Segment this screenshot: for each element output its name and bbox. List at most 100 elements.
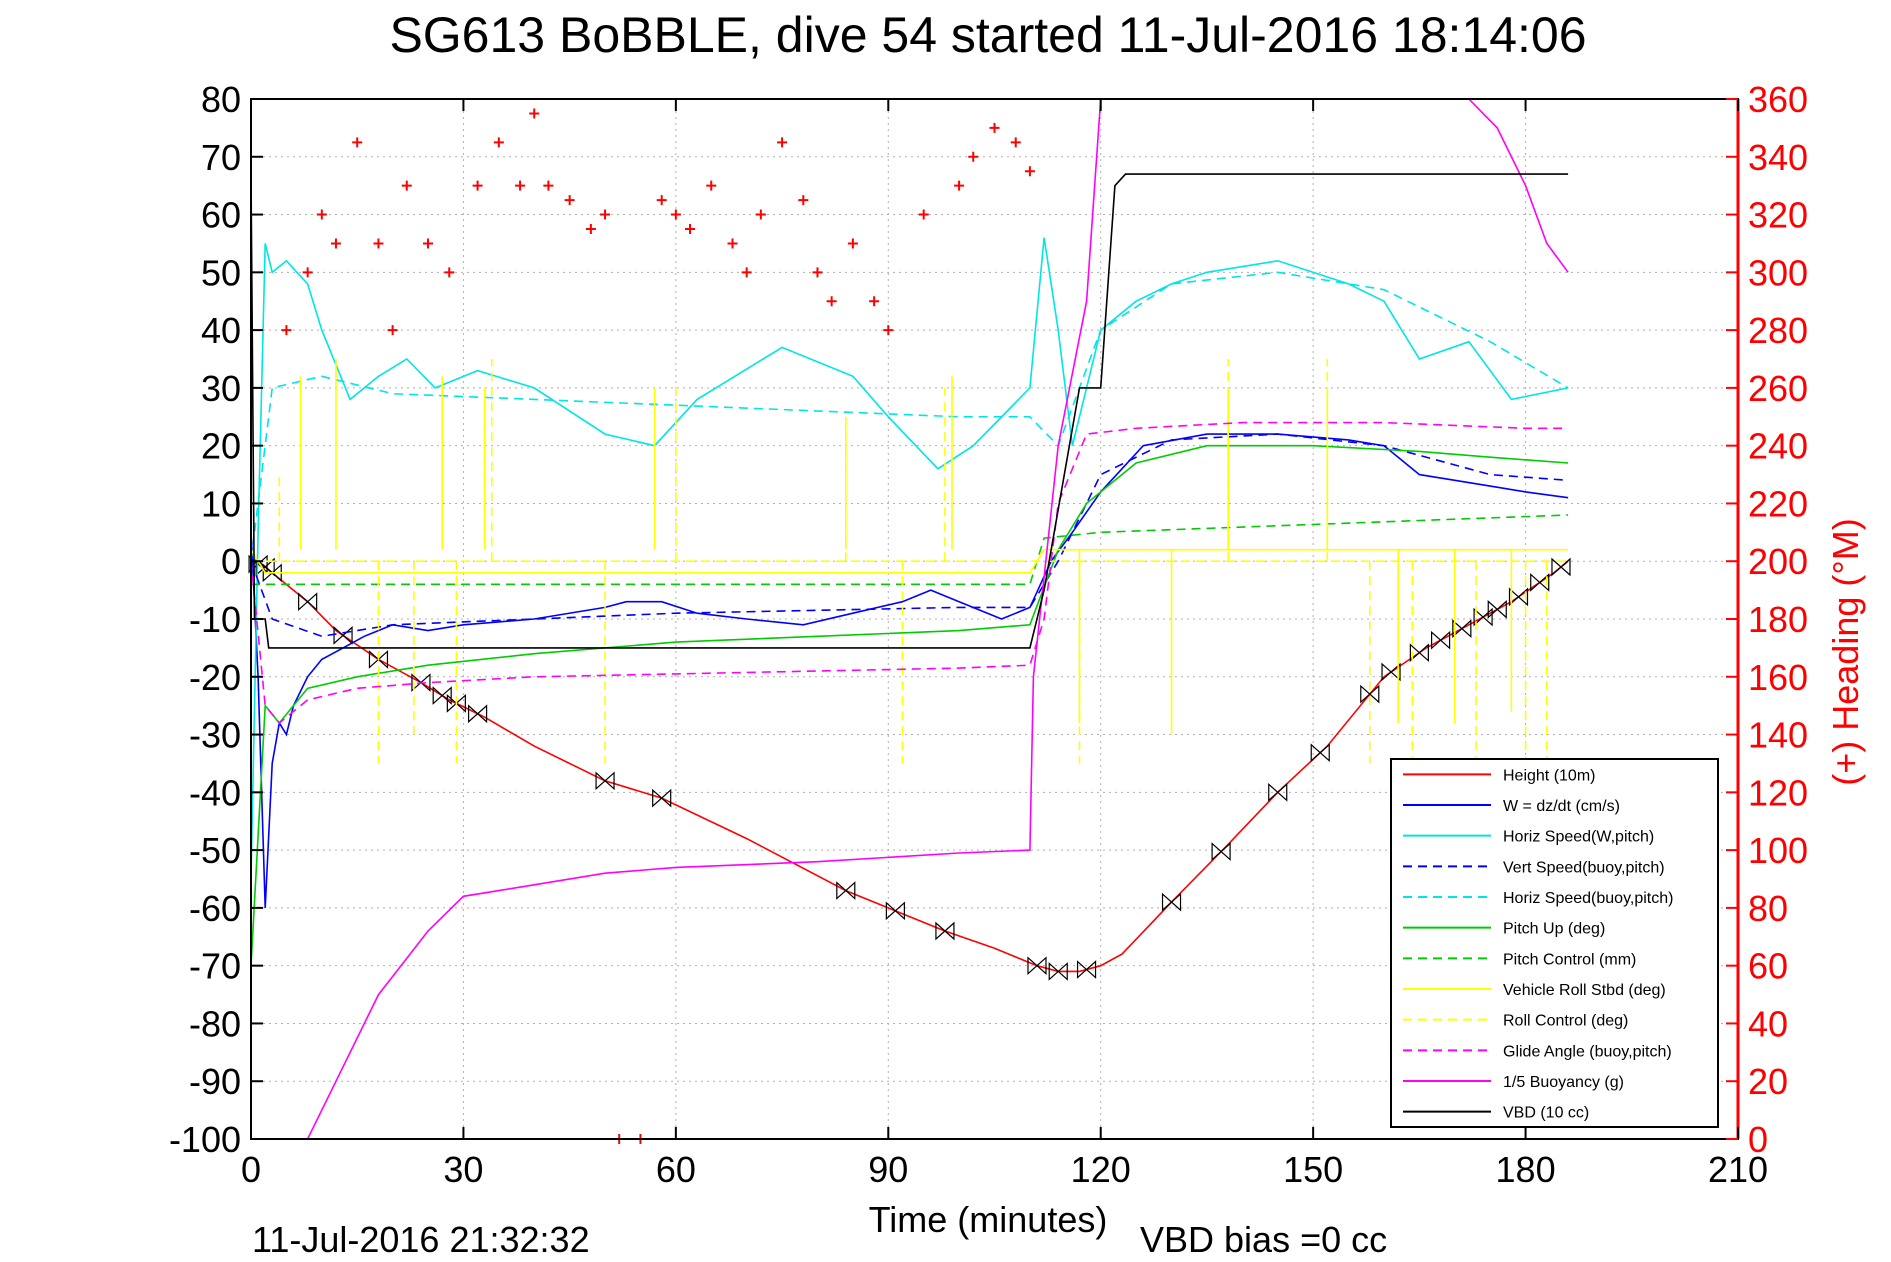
left-y-tick-label: 30: [201, 368, 241, 409]
footer-timestamp: 11-Jul-2016 21:32:32: [252, 1219, 590, 1260]
heading-point: [869, 296, 880, 307]
height-marker: [298, 592, 318, 612]
series-line-horiz-speed-buoy-pitch: [250, 271, 1569, 562]
heading-point: [493, 137, 504, 148]
legend-item: Pitch Up (deg): [1403, 921, 1605, 938]
left-y-tick-label: -100: [169, 1119, 241, 1160]
heading-point: [281, 325, 292, 336]
heading-point: [543, 180, 554, 191]
left-y-tick-label: -20: [189, 657, 241, 698]
plot-area: 0 30 60 90 120 150 180 21080706050403020100-10-…: [169, 79, 1808, 1190]
heading-point: [727, 238, 738, 249]
heading-point: [373, 238, 384, 249]
height-marker: [1161, 892, 1182, 912]
legend-box: [1390, 758, 1719, 1128]
left-y-tick-label: -80: [189, 1003, 241, 1044]
x-tick-label: 60: [656, 1149, 696, 1190]
height-marker: [1551, 557, 1571, 577]
right-y-tick-label: 0: [1748, 1119, 1768, 1160]
height-marker: [411, 673, 431, 692]
right-y-tick-label: 240: [1748, 426, 1808, 467]
legend-label: VBD (10 cc): [1503, 1105, 1589, 1122]
legend-label: Vehicle Roll Stbd (deg): [1503, 982, 1666, 999]
left-y-tick-label: -30: [189, 715, 241, 756]
height-marker: [446, 694, 466, 713]
height-marker: [432, 686, 452, 705]
heading-point: [387, 325, 398, 336]
legend-label: Height (10m): [1503, 767, 1595, 784]
left-y-tick-label: 50: [201, 252, 241, 293]
series-line-vehicle-roll-stbd-deg: [250, 548, 1569, 574]
right-y-tick-label: 160: [1748, 657, 1808, 698]
right-y-tick-label: 320: [1748, 195, 1808, 236]
heading-point: [670, 209, 681, 220]
heading-point: [401, 180, 412, 191]
x-axis-label: Time (minutes): [869, 1199, 1108, 1240]
right-y-tick-label: 360: [1748, 79, 1808, 120]
chart-title: SG613 BoBBLE, dive 54 started 11-Jul-201…: [389, 7, 1586, 63]
height-marker: [1452, 619, 1472, 638]
left-y-tick-label: 10: [201, 483, 241, 524]
legend: Height (10m) W = dz/dt (cm/s) Horiz Speed(…: [1390, 758, 1719, 1128]
left-y-tick-label: -60: [189, 888, 241, 929]
height-marker: [368, 650, 389, 669]
height-marker: [1487, 600, 1507, 619]
heading-point: [515, 180, 526, 191]
heading-point: [755, 209, 766, 220]
left-y-tick-label: -10: [189, 599, 241, 640]
right-y-tick-label: 200: [1748, 541, 1808, 582]
right-y-tick-label: 300: [1748, 252, 1808, 293]
x-tick-label: 90: [868, 1149, 908, 1190]
height-marker: [1268, 782, 1288, 802]
heading-point: [352, 137, 363, 148]
height-marker: [836, 881, 856, 900]
x-tick-label: 180: [1496, 1149, 1556, 1190]
series-line-vert-speed-buoy-pitch: [250, 433, 1569, 638]
right-y-tick-label: 280: [1748, 310, 1808, 351]
heading-point: [706, 180, 717, 191]
height-marker: [1508, 587, 1529, 607]
legend-label: Horiz Speed(buoy,pitch): [1503, 890, 1673, 907]
left-y-tick-label: -40: [189, 772, 241, 813]
right-y-tick-label: 120: [1748, 772, 1808, 813]
right-y-tick-label: 40: [1748, 1003, 1788, 1044]
height-marker: [1076, 960, 1097, 979]
heading-point: [330, 238, 341, 249]
heading-point: [529, 108, 540, 119]
x-tick-label: 120: [1071, 1149, 1131, 1190]
height-marker: [1048, 962, 1068, 981]
legend-item: Horiz Speed(buoy,pitch): [1403, 890, 1673, 907]
height-marker: [1431, 630, 1451, 650]
heading-point: [847, 238, 858, 249]
legend-item: W = dz/dt (cm/s): [1403, 798, 1620, 815]
legend-item: Roll Control (deg): [1403, 1013, 1628, 1030]
right-y-tick-label: 60: [1748, 946, 1788, 987]
heading-point: [656, 195, 667, 206]
left-y-tick-label: 80: [201, 79, 241, 120]
x-tick-label: 210: [1708, 1149, 1768, 1190]
left-y-tick-label: 20: [201, 426, 241, 467]
left-y-tick-label: -70: [189, 946, 241, 987]
heading-point: [600, 209, 611, 220]
right-y-tick-label: 260: [1748, 368, 1808, 409]
series-heading-m: [281, 108, 1035, 1144]
legend-label: Horiz Speed(W,pitch): [1503, 829, 1654, 846]
heading-point: [302, 267, 313, 278]
height-marker: [467, 704, 488, 724]
height-marker: [262, 563, 282, 583]
right-y-tick-label: 20: [1748, 1061, 1788, 1102]
heading-point: [423, 238, 434, 249]
right-y-tick-label: 220: [1748, 483, 1808, 524]
legend-label: Glide Angle (buoy,pitch): [1503, 1043, 1672, 1060]
heading-point: [954, 180, 965, 191]
height-marker: [595, 771, 615, 791]
legend-item: Vehicle Roll Stbd (deg): [1403, 982, 1666, 999]
height-marker: [333, 626, 353, 645]
left-y-tick-label: -50: [189, 830, 241, 871]
x-tick-label: 30: [443, 1149, 483, 1190]
height-marker: [1310, 743, 1330, 763]
heading-point: [444, 267, 455, 278]
legend-label: Roll Control (deg): [1503, 1013, 1628, 1030]
height-marker: [1360, 684, 1380, 704]
